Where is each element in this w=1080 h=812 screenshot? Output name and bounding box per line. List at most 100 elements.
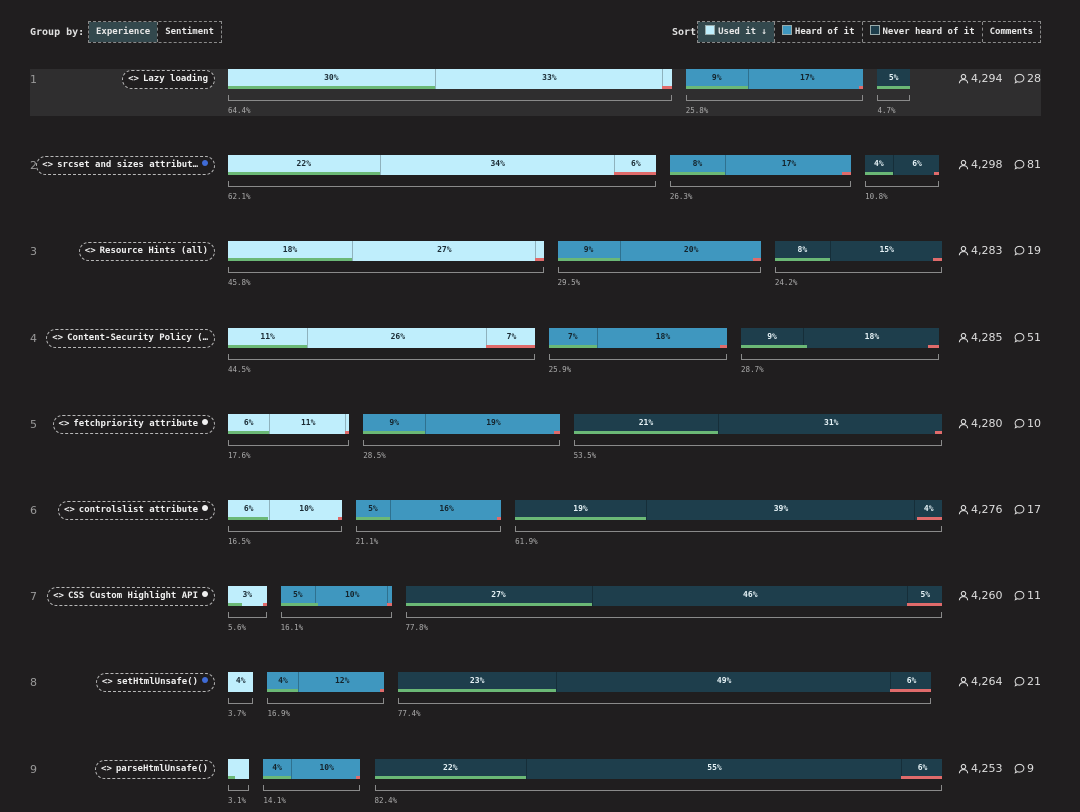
segment-percent-label: 26% [390, 331, 406, 341]
bar-segment: 30% [228, 69, 435, 89]
positive-sentiment-bar [774, 258, 830, 262]
segment-percent-label: 9% [583, 245, 594, 255]
group-experience-button[interactable]: Experience [89, 22, 158, 42]
used-it-bar[interactable]: 11% 26% 7% [228, 327, 535, 348]
row-rank: 5 [30, 417, 37, 431]
negative-sentiment-bar [900, 775, 943, 779]
sort-used-it-button[interactable]: Used it ↓ [698, 22, 774, 42]
feature-name-pill[interactable]: <> srcset and sizes attribut… [36, 156, 215, 176]
positive-sentiment-bar [228, 258, 353, 262]
negative-sentiment-bar [907, 603, 942, 607]
heard-of-it-bar[interactable]: 4% 10% [263, 758, 361, 779]
comments-count[interactable]: 81 [1014, 158, 1041, 171]
never-heard-bar[interactable]: 22% 55% 6% [374, 758, 943, 779]
bar-segment: 4% [228, 672, 253, 692]
bar-segment: 18% [803, 327, 940, 348]
respondents-value: 4,285 [971, 330, 1003, 344]
feature-name-pill[interactable]: <> fetchpriority attribute [52, 414, 215, 434]
feature-name-pill[interactable]: <> CSS Custom Highlight API [47, 587, 215, 607]
never-heard-bar[interactable]: 19% 39% 4% [515, 500, 942, 520]
bar-segment: 49% [556, 672, 890, 693]
comment-icon [1014, 246, 1025, 257]
never-heard-bar[interactable]: 21% 31% [573, 413, 943, 434]
code-brackets-icon: <> [42, 160, 54, 171]
heard-of-it-bar[interactable]: 9% 20% [557, 241, 761, 262]
heard-of-it-bar[interactable]: 8% 17% [669, 155, 852, 176]
feature-name: Content-Security Policy (… [67, 332, 208, 343]
used-it-bar[interactable]: 22% 34% 6% [228, 155, 656, 176]
never-heard-bar[interactable]: 5% [877, 69, 910, 89]
comments-value: 21 [1027, 675, 1041, 689]
heard-of-it-bar[interactable]: 4% 12% [267, 672, 384, 693]
sort-never-heard-button[interactable]: Never heard of it [861, 22, 982, 42]
never-heard-bar[interactable]: 27% 46% 5% [405, 586, 942, 607]
total-bracket [228, 526, 342, 532]
respondents-value: 4,260 [971, 589, 1003, 603]
positive-sentiment-bar [228, 775, 235, 779]
group-total-label: 14.1% [263, 795, 286, 805]
negative-sentiment-bar [859, 86, 864, 89]
comments-count[interactable]: 51 [1014, 331, 1041, 344]
respondents-value: 4,283 [971, 244, 1003, 258]
feature-name-pill[interactable]: <> Resource Hints (all) [78, 242, 215, 262]
code-brackets-icon: <> [101, 763, 112, 774]
group-total-label: 5.6% [228, 623, 247, 633]
segment-percent-label: 34% [490, 159, 505, 169]
never-heard-bar[interactable]: 9% 18% [741, 327, 940, 348]
group-sentiment-button[interactable]: Sentiment [157, 22, 221, 42]
segment-percent-label: 5% [292, 590, 303, 600]
comment-icon [1014, 763, 1025, 774]
group-total-label: 28.7% [741, 364, 764, 374]
used-it-bar[interactable] [228, 758, 250, 779]
heard-of-it-bar[interactable]: 9% 19% [363, 413, 560, 434]
total-bracket [263, 784, 361, 791]
respondents-count: 4,280 [958, 417, 1003, 430]
segment-percent-label: 30% [324, 73, 339, 82]
total-bracket [573, 439, 943, 446]
feature-name-pill[interactable]: <> Content-Security Policy (… [46, 328, 215, 348]
comments-count[interactable]: 28 [1014, 72, 1041, 85]
comments-count[interactable]: 17 [1014, 503, 1041, 516]
comment-icon [1014, 332, 1025, 343]
used-it-bar[interactable]: 4% [228, 672, 254, 693]
never-heard-bar[interactable]: 23% 49% 6% [397, 672, 932, 693]
feature-name: controlslist attribute [78, 505, 198, 515]
never-heard-bar[interactable]: 8% 15% [774, 241, 942, 262]
used-it-bar[interactable]: 6% 10% [228, 500, 342, 520]
heard-of-it-bar[interactable]: 9% 17% [685, 69, 864, 89]
sort-heard-of-it-button[interactable]: Heard of it [773, 22, 862, 42]
used-it-bar[interactable]: 6% 11% [228, 413, 350, 434]
used-it-bar[interactable]: 30% 33% [228, 69, 672, 89]
heard-of-it-bar[interactable]: 7% 18% [548, 327, 728, 348]
heard-of-it-bar[interactable]: 5% 10% [280, 586, 392, 607]
group-total-label: 16.9% [267, 709, 291, 719]
sort-comments-button[interactable]: Comments [981, 22, 1040, 42]
used-it-bar[interactable]: 18% 27% [228, 241, 544, 262]
negative-sentiment-bar [917, 517, 942, 520]
comments-value: 28 [1027, 72, 1041, 85]
comments-count[interactable]: 19 [1014, 244, 1041, 257]
segment-percent-label: 10% [299, 504, 314, 513]
feature-name-pill[interactable]: <> controlslist attribute [57, 501, 215, 520]
heard-of-it-bar[interactable]: 5% 16% [355, 500, 502, 520]
never-heard-bar[interactable]: 4% 6% [865, 155, 940, 176]
bar-segment: 4% [263, 759, 291, 779]
comments-count[interactable]: 21 [1014, 675, 1041, 688]
negative-sentiment-bar [928, 344, 939, 348]
negative-sentiment-bar [934, 430, 943, 434]
group-total-label: 62.1% [228, 192, 251, 202]
used-it-bar[interactable]: 3% [228, 586, 267, 607]
feature-name-pill[interactable]: <> setHtmlUnsafe() [95, 673, 215, 693]
comments-count[interactable]: 10 [1014, 417, 1041, 430]
segment-percent-label: 27% [491, 590, 506, 600]
feature-name-pill[interactable]: <> parseHtmlUnsafe() [95, 759, 215, 779]
positive-sentiment-bar [374, 775, 527, 779]
bar-segment: 19% [425, 413, 560, 434]
comment-icon [1014, 73, 1025, 84]
positive-sentiment-bar [228, 86, 435, 89]
positive-sentiment-bar [515, 517, 646, 520]
feature-name-pill[interactable]: <> Lazy loading [122, 70, 215, 89]
comments-count[interactable]: 11 [1014, 589, 1041, 602]
status-dot-icon [202, 591, 208, 598]
comments-count[interactable]: 9 [1014, 762, 1034, 775]
